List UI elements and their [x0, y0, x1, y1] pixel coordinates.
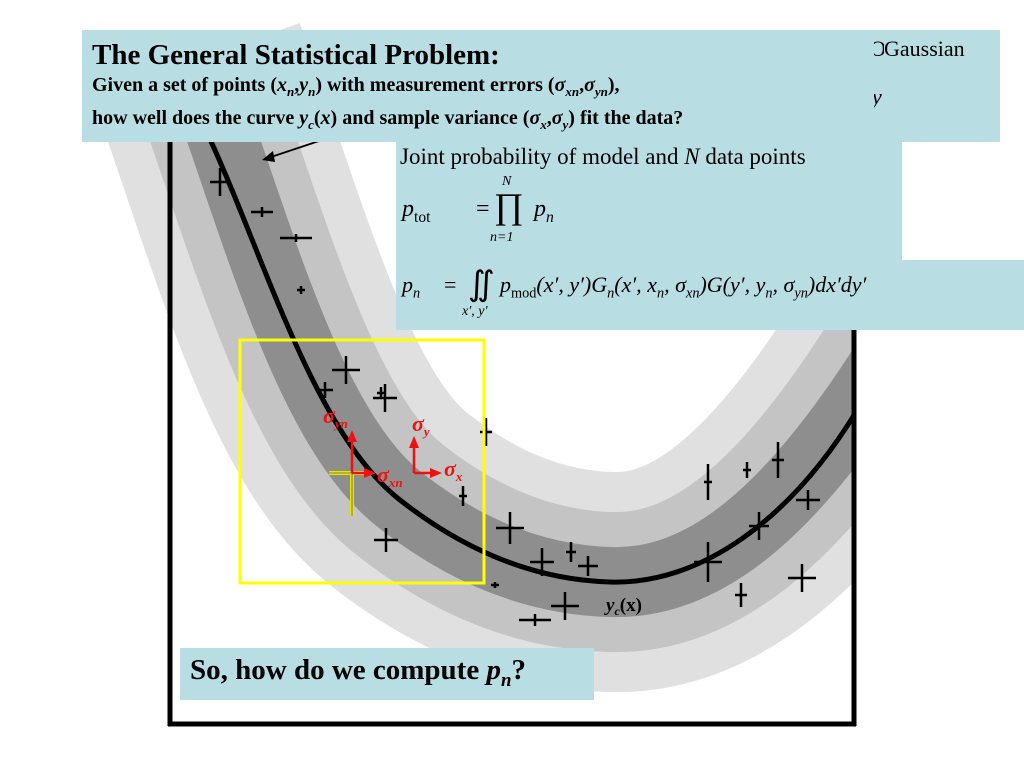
sigma-x-label: σx — [444, 456, 463, 484]
data-point — [480, 418, 492, 446]
title-line-1: Given a set of points (xn,yn) with measu… — [92, 74, 620, 99]
data-point — [735, 583, 747, 607]
partial-text-gaussian: OGaussian — [870, 36, 965, 61]
data-point — [566, 542, 576, 562]
data-point — [332, 356, 360, 384]
sigma-yn-label: σyn — [323, 403, 348, 431]
partial-text-y: y — [872, 84, 882, 109]
data-point — [772, 442, 784, 478]
background-text-box: OGaussian y — [862, 30, 1000, 142]
highlight-box — [238, 338, 486, 585]
question-box: So, how do we compute pn? — [180, 648, 594, 700]
data-point — [749, 512, 769, 540]
joint-probability-text: Joint probability of model and N data po… — [400, 144, 806, 169]
data-point — [530, 548, 554, 576]
data-point — [459, 486, 467, 506]
data-point — [280, 234, 312, 242]
pn-formula-box: pn = ∬ x′, y′ pmod(x′, y′)Gn(x′, xn, σxn… — [396, 260, 1024, 330]
data-point — [374, 528, 398, 552]
curve-label: yc(x) — [604, 595, 642, 618]
data-point — [704, 464, 712, 500]
frame-mask-bottom — [150, 726, 870, 768]
data-point — [788, 564, 816, 592]
data-point — [210, 168, 230, 196]
pn-formula: pn = ∬ x′, y′ pmod(x′, y′)Gn(x′, xn, σxn… — [402, 266, 867, 319]
data-points — [210, 168, 820, 626]
data-point — [297, 286, 305, 294]
data-point — [551, 592, 579, 620]
data-point — [373, 384, 397, 412]
title-line-2: how well does the curve yc(x) and sample… — [92, 107, 684, 132]
question-text: So, how do we compute — [190, 654, 487, 686]
data-point — [519, 614, 551, 626]
sigma-arrows — [347, 430, 442, 478]
page-title: The General Statistical Problem: — [92, 39, 500, 71]
ptot-formula: ptot = N ∏ n=1 pn — [402, 174, 554, 245]
title-box: The General Statistical Problem: Given a… — [82, 30, 874, 142]
sigma-xn-label: σxn — [377, 462, 403, 490]
sigma-y-label: σy — [412, 411, 430, 439]
data-point — [578, 556, 598, 576]
data-point — [491, 582, 499, 588]
data-point — [251, 207, 273, 217]
data-point — [377, 387, 385, 399]
joint-probability-box: Joint probability of model and N data po… — [396, 142, 902, 260]
data-point — [743, 462, 751, 478]
data-point — [496, 512, 524, 544]
data-point — [694, 542, 722, 582]
data-point — [317, 382, 333, 398]
uncertainty-bands — [92, 23, 994, 693]
data-point — [796, 490, 820, 510]
